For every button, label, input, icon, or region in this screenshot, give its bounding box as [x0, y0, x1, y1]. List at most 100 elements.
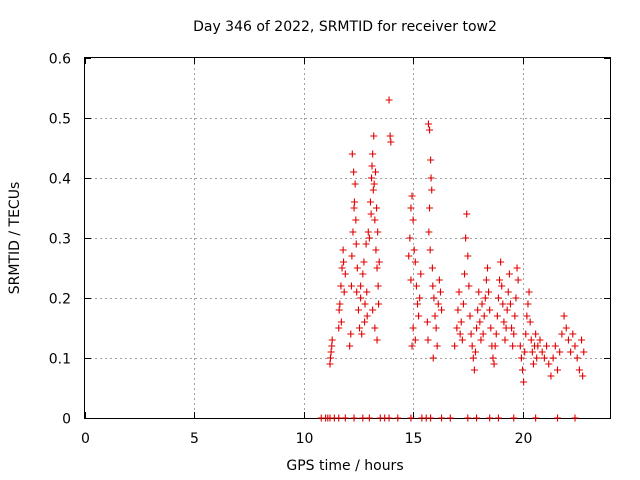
- data-point: [352, 240, 360, 248]
- data-point: [357, 282, 365, 290]
- data-point: [547, 372, 555, 380]
- x-axis-label: GPS time / hours: [286, 458, 403, 474]
- data-point: [426, 126, 434, 134]
- data-point: [575, 366, 583, 374]
- data-point: [359, 270, 367, 278]
- data-point: [540, 354, 548, 362]
- data-point: [340, 258, 348, 266]
- data-point: [479, 330, 487, 338]
- data-point: [415, 312, 423, 320]
- y-tick-label: 0.4: [49, 172, 71, 188]
- data-point: [525, 288, 533, 296]
- data-point: [358, 330, 366, 338]
- data-point: [465, 282, 473, 290]
- data-point: [453, 324, 461, 332]
- data-point: [490, 360, 498, 368]
- data-point: [369, 150, 377, 158]
- data-point: [501, 336, 509, 344]
- data-point: [366, 198, 374, 206]
- data-point: [504, 288, 512, 296]
- data-point: [573, 354, 581, 362]
- data-point: [562, 324, 570, 332]
- data-point: [354, 306, 362, 314]
- data-point: [410, 246, 418, 254]
- data-point: [499, 300, 507, 308]
- data-point: [506, 300, 514, 308]
- data-point: [454, 306, 462, 314]
- x-tick-label: 0: [81, 431, 90, 447]
- data-point: [461, 270, 469, 278]
- data-point: [554, 414, 561, 422]
- data-point: [580, 348, 588, 356]
- data-point: [423, 318, 431, 326]
- data-point: [369, 306, 377, 314]
- data-point: [446, 414, 454, 422]
- data-point: [431, 312, 439, 320]
- data-point: [432, 324, 440, 332]
- data-point: [339, 246, 347, 254]
- data-point: [408, 192, 416, 200]
- data-point: [498, 282, 506, 290]
- data-point: [558, 330, 566, 338]
- data-point: [351, 180, 359, 188]
- data-point: [523, 312, 531, 320]
- data-point: [505, 270, 513, 278]
- data-point: [532, 414, 540, 422]
- data-point: [427, 414, 435, 422]
- data-point: [412, 282, 420, 290]
- data-point: [411, 336, 419, 344]
- data-point: [341, 270, 349, 278]
- data-point: [556, 348, 564, 356]
- data-point: [433, 342, 441, 350]
- data-point: [494, 294, 502, 302]
- data-point: [337, 282, 345, 290]
- data-point: [491, 342, 499, 350]
- data-point: [426, 246, 434, 254]
- data-point: [357, 294, 365, 302]
- data-point: [478, 300, 486, 308]
- data-point: [335, 306, 343, 314]
- y-tick-label: 0.3: [49, 232, 71, 248]
- data-point: [409, 216, 417, 224]
- data-point: [529, 360, 537, 368]
- data-point: [364, 228, 372, 236]
- data-point: [425, 228, 433, 236]
- data-point: [486, 306, 494, 314]
- data-point: [508, 324, 516, 332]
- data-point: [470, 366, 478, 374]
- data-point: [347, 330, 355, 338]
- data-point: [408, 342, 416, 350]
- y-tick-label: 0: [62, 412, 71, 428]
- data-point: [482, 276, 490, 284]
- data-point: [375, 300, 383, 308]
- data-point: [350, 204, 358, 212]
- y-tick-label: 0.5: [49, 112, 71, 128]
- data-point: [510, 330, 518, 338]
- y-axis-label: SRMTID / TECUs: [7, 182, 23, 295]
- data-point: [462, 234, 470, 242]
- data-point: [426, 204, 434, 212]
- data-point: [487, 324, 495, 332]
- data-point: [466, 312, 474, 320]
- data-point: [409, 324, 417, 332]
- data-point: [458, 336, 466, 344]
- data-point: [405, 252, 413, 260]
- data-point: [338, 264, 346, 272]
- data-point: [427, 156, 435, 164]
- data-point: [368, 174, 376, 182]
- data-point: [567, 348, 575, 356]
- data-point: [430, 294, 438, 302]
- chart-title: Day 346 of 2022, SRMTID for receiver tow…: [193, 19, 497, 35]
- data-point: [476, 318, 484, 326]
- data-point: [428, 264, 436, 272]
- data-point: [369, 186, 377, 194]
- data-point: [372, 246, 380, 254]
- data-point: [365, 234, 373, 242]
- data-point: [341, 414, 349, 422]
- data-point: [496, 276, 504, 284]
- data-point: [373, 264, 381, 272]
- data-point: [326, 360, 334, 368]
- data-point: [485, 288, 493, 296]
- data-point: [438, 414, 446, 422]
